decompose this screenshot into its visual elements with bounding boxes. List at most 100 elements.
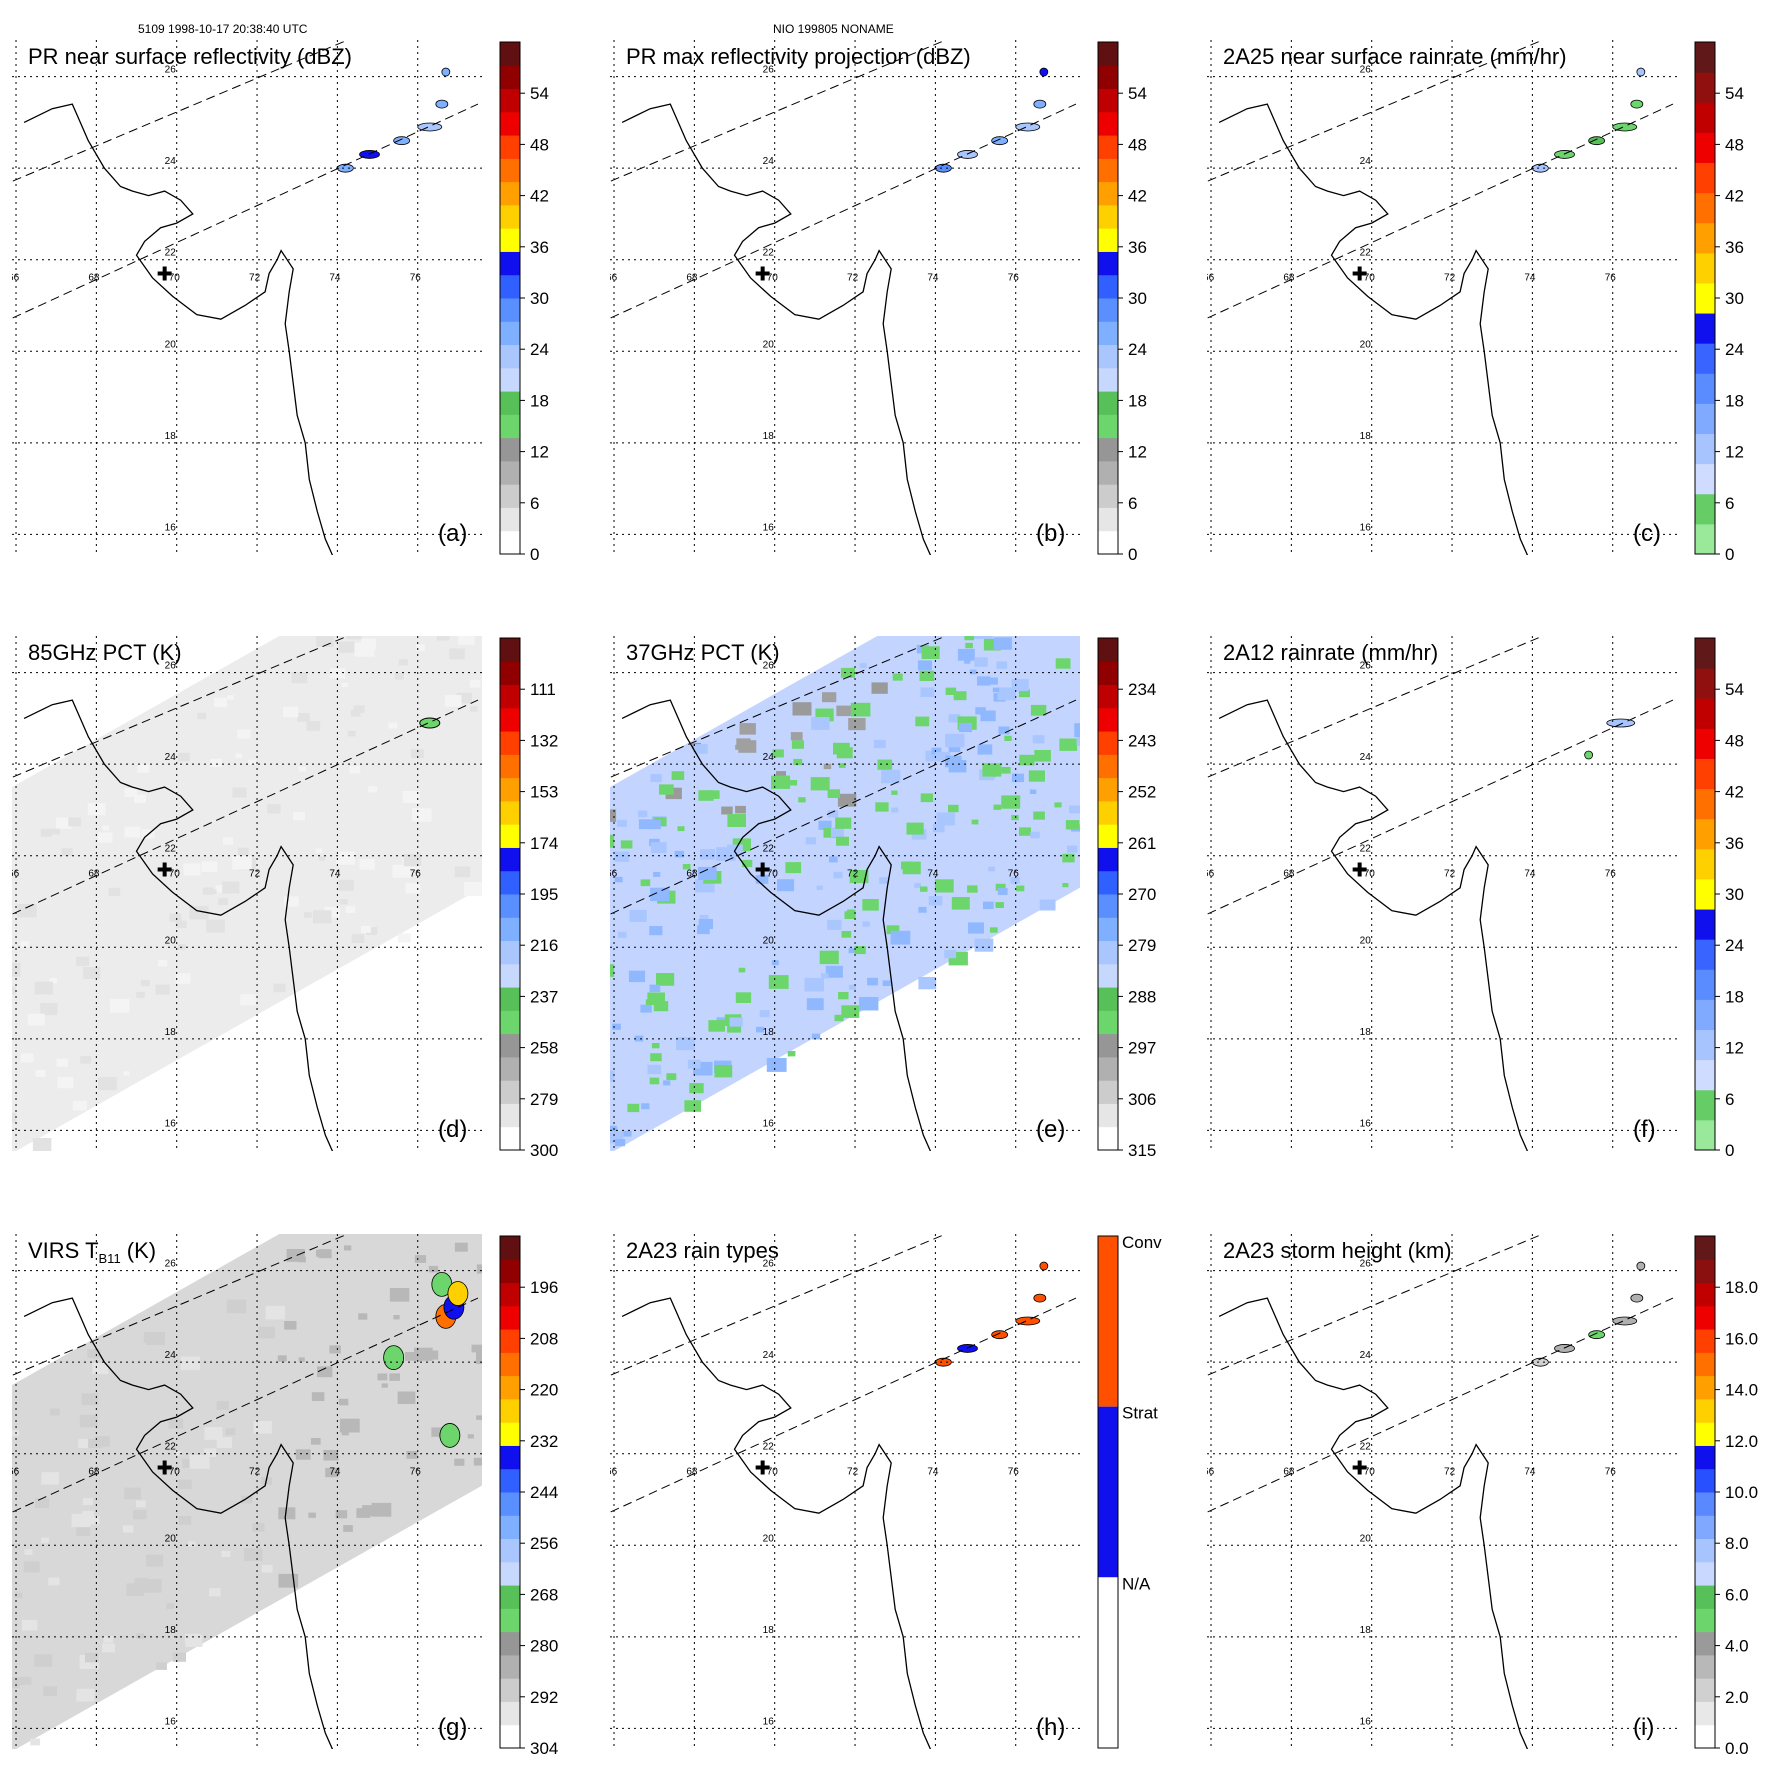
swath-texture-cell <box>136 1633 144 1639</box>
colorbar-tick-label: 220 <box>530 1381 558 1400</box>
swath-texture-cell <box>82 1498 93 1506</box>
lat-tick-label: 20 <box>763 1533 775 1544</box>
storm-center-marker <box>1352 1460 1367 1475</box>
swath-texture-cell <box>12 1430 20 1436</box>
colorbar-segment <box>1695 1468 1715 1493</box>
swath-texture-cell <box>700 849 716 860</box>
colorbar-segment <box>500 1056 520 1081</box>
precip-echo <box>1630 99 1644 109</box>
swath-texture-cell <box>76 1688 95 1702</box>
colorbar-tick-label: 24 <box>530 340 549 359</box>
colorbar-segment <box>500 1398 520 1423</box>
colorbar-segment <box>500 1468 520 1493</box>
swath-texture-cell <box>476 1351 482 1365</box>
colorbar-segment <box>500 204 520 229</box>
colorbar-segment <box>1098 274 1118 299</box>
swath-texture-cell <box>640 879 651 887</box>
colorbar-tick-label: 0 <box>1128 545 1137 564</box>
colorbar-segment <box>500 638 520 662</box>
swath-texture-cell <box>103 1635 114 1643</box>
swath-texture-cell <box>968 922 984 934</box>
coastline <box>23 1297 334 1749</box>
swath-texture-cell <box>126 1583 145 1596</box>
colorbar-segment <box>500 344 520 369</box>
colorbar-tick-label: 292 <box>530 1688 558 1707</box>
swath-texture-cell <box>647 819 661 830</box>
colorbar-segment <box>1695 1089 1715 1121</box>
colorbar-segment <box>500 1103 520 1128</box>
colorbar-tick-label: 24 <box>1725 340 1744 359</box>
swath-texture-cell <box>1011 679 1029 692</box>
swath-texture-cell <box>0 921 6 926</box>
colorbar-tick-label: 234 <box>1128 680 1156 699</box>
swath-texture-cell <box>177 752 190 762</box>
swath-texture-cell <box>948 804 959 813</box>
lat-tick-label: 16 <box>1360 522 1372 533</box>
swath-texture-cell <box>57 1077 74 1089</box>
swath-texture-cell <box>1084 562 1091 567</box>
swath-texture-cell <box>175 920 187 929</box>
colorbar-segment <box>1098 870 1118 895</box>
swath-texture-cell <box>793 758 803 766</box>
lat-tick-label: 26 <box>165 661 177 672</box>
colorbar-tick-label: 153 <box>530 783 558 802</box>
colorbar-tick-label: 12 <box>530 443 549 462</box>
lon-tick-label: 76 <box>1605 273 1617 284</box>
colorbar-segment <box>1695 1282 1715 1307</box>
swath-texture-cell <box>283 706 299 718</box>
lon-tick-label: 66 <box>8 273 20 284</box>
lon-tick-label: 70 <box>169 1467 181 1478</box>
swath-texture-cell <box>833 871 843 879</box>
swath-texture-cell <box>122 1525 134 1533</box>
swath-texture-cell <box>156 1662 167 1670</box>
colorbar-segment <box>500 1033 520 1058</box>
lon-tick-label: 66 <box>1203 1467 1215 1478</box>
colorbar-segment <box>500 181 520 206</box>
swath-texture-cell <box>267 804 281 814</box>
swath-texture-cell <box>404 1223 419 1234</box>
colorbar-f: 0 6 12 18 24 30 36 42 48 54 <box>1694 637 1744 1160</box>
lat-tick-label: 22 <box>763 1442 775 1453</box>
panel-title: PR max reflectivity projection (dBZ) <box>626 44 971 69</box>
swath-texture-cell <box>967 885 978 893</box>
lon-tick-label: 74 <box>329 273 341 284</box>
colorbar-tick-label: 132 <box>530 731 558 750</box>
colorbar-segment <box>1695 132 1715 163</box>
colorbar-tick-label: 252 <box>1128 783 1156 802</box>
lat-tick-label: 22 <box>1360 248 1372 259</box>
lon-tick-label: 70 <box>1364 869 1376 880</box>
swath-texture-cell <box>137 764 150 773</box>
swath-texture-cell <box>651 1043 660 1049</box>
swath-texture-cell <box>848 718 866 731</box>
swath-texture-cell <box>358 1313 368 1320</box>
swath-texture-cell <box>653 872 661 877</box>
panel-title: 2A23 storm height (km) <box>1223 1238 1452 1263</box>
swath-texture-cell <box>411 808 432 822</box>
lat-tick-label: 20 <box>165 339 177 350</box>
swath-texture-cell <box>985 578 994 584</box>
swath-texture-cell <box>693 744 708 754</box>
lon-tick-label: 68 <box>88 869 100 880</box>
swath-texture-cell <box>481 837 482 850</box>
colorbar-tick-label: 0 <box>1725 1141 1734 1160</box>
colorbar-segment <box>1695 1119 1715 1151</box>
colorbar-tick-label: 16.0 <box>1725 1329 1758 1348</box>
swath-texture-cell <box>1033 811 1045 820</box>
swath-texture-cell <box>932 824 945 833</box>
swath-edge-line <box>610 40 947 182</box>
swath-texture-cell <box>76 1526 91 1536</box>
panel-a: 66 68 70 72 74 76 26 24 22 20 18 16 PR near surface … <box>8 40 549 564</box>
swath-texture-cell <box>727 814 746 827</box>
swath-texture-cell <box>829 856 838 863</box>
swath-texture-cell <box>822 692 837 703</box>
swath-texture-cell <box>34 981 53 995</box>
swath-texture-cell <box>614 851 630 862</box>
swath-texture-cell <box>235 753 242 758</box>
swath-texture-cell <box>216 1437 233 1448</box>
storm-center-marker <box>157 1460 172 1475</box>
swath-texture-cell <box>1070 589 1079 595</box>
swath-texture-cell <box>346 636 362 640</box>
swath-texture-cell <box>133 1509 147 1520</box>
swath-texture-cell <box>353 705 365 713</box>
swath-texture-cell <box>995 902 1004 908</box>
